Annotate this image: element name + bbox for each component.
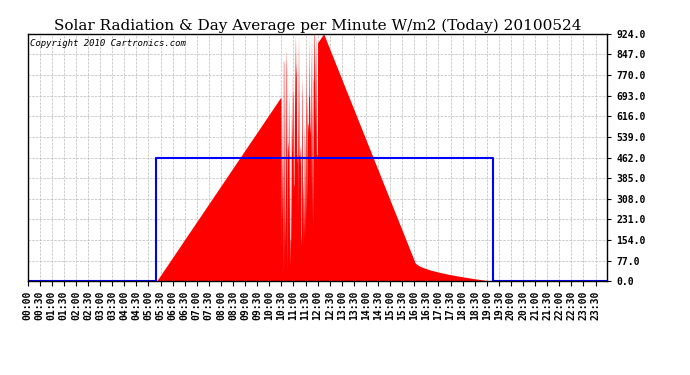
Text: Copyright 2010 Cartronics.com: Copyright 2010 Cartronics.com [30,39,186,48]
Title: Solar Radiation & Day Average per Minute W/m2 (Today) 20100524: Solar Radiation & Day Average per Minute… [54,18,581,33]
